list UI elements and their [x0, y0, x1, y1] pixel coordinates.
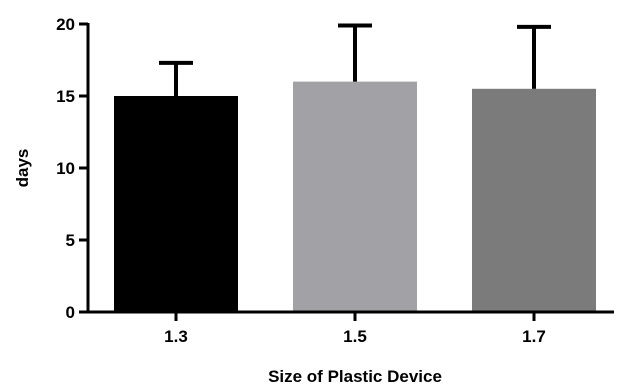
x-ticks-group: 1.3 1.5 1.7: [164, 312, 546, 346]
bar-1-3: [114, 96, 238, 312]
error-bars-group: [159, 23, 551, 96]
x-tick-label: 1.7: [522, 327, 546, 346]
y-axis-label: days: [13, 149, 32, 188]
y-tick-label: 10: [56, 159, 75, 178]
bars-group: [114, 81, 596, 312]
y-tick-label: 5: [66, 231, 75, 250]
y-tick-label: 15: [56, 87, 75, 106]
bar-1-5: [293, 81, 417, 312]
y-ticks-group: 0 5 10 15 20: [56, 15, 88, 322]
x-axis-label: Size of Plastic Device: [268, 367, 442, 386]
bar-1-7: [472, 88, 596, 312]
y-tick-label: 20: [56, 15, 75, 34]
y-tick-label: 0: [66, 303, 75, 322]
x-tick-label: 1.3: [164, 327, 188, 346]
x-tick-label: 1.5: [343, 327, 367, 346]
